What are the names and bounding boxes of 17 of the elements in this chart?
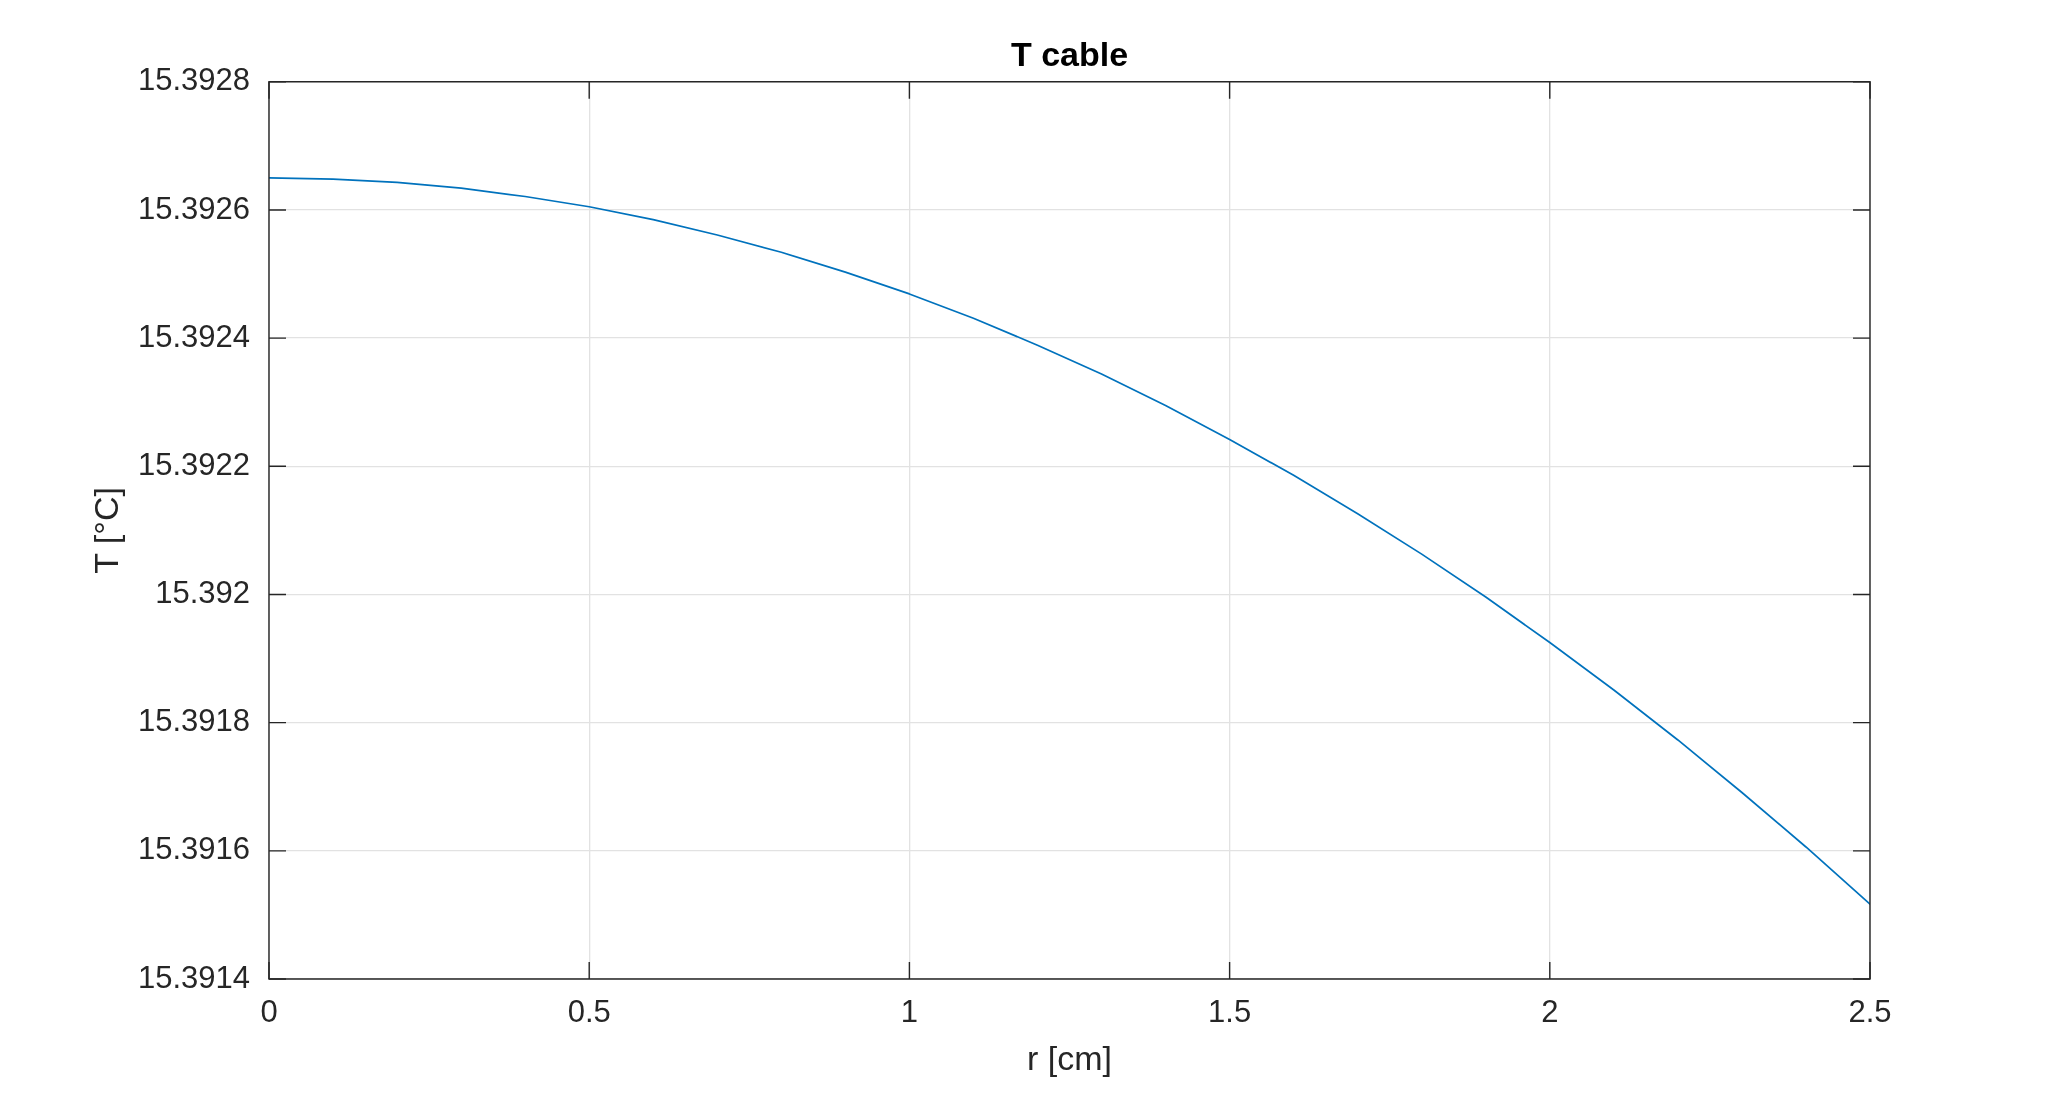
y-tick-label: 15.3918 — [137, 703, 250, 739]
chart-title: T cable — [1010, 34, 1129, 73]
y-tick-label: 15.3928 — [137, 62, 250, 98]
x-tick-label: 2 — [1541, 994, 1559, 1030]
x-tick-label: 1.5 — [1208, 994, 1252, 1030]
x-axis-title: r [cm] — [1027, 1038, 1112, 1077]
x-tick-label: 0.5 — [567, 994, 611, 1030]
y-tick-label: 15.3926 — [137, 190, 250, 226]
y-tick-label: 15.3922 — [137, 446, 250, 482]
x-tick-label: 1 — [900, 994, 919, 1030]
y-tick-label: 15.3914 — [137, 959, 250, 995]
y-tick-label: 15.3924 — [137, 318, 250, 354]
x-tick-label: 2.5 — [1848, 994, 1892, 1030]
y-tick-label: 15.3916 — [137, 831, 250, 867]
y-axis-title: T [°C] — [86, 487, 125, 574]
x-tick-label: 0 — [260, 994, 278, 1030]
y-tick-label: 15.392 — [155, 575, 250, 611]
